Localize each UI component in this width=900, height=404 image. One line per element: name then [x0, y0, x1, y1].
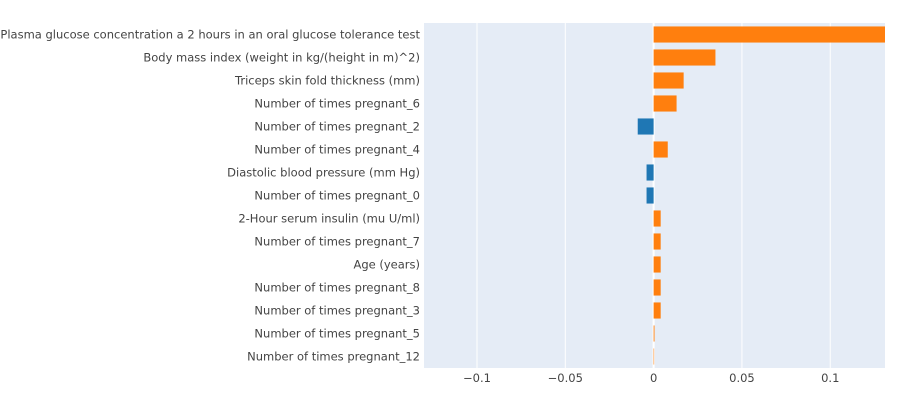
bar[interactable] — [646, 187, 654, 204]
y-tick-label: Number of times pregnant_2 — [254, 120, 420, 134]
y-tick-label: Number of times pregnant_4 — [254, 143, 420, 157]
y-tick-label: Number of times pregnant_7 — [254, 235, 420, 249]
x-tick-label: 0 — [650, 371, 657, 385]
bar[interactable] — [653, 233, 661, 250]
bar[interactable] — [653, 279, 661, 296]
y-tick-label: Number of times pregnant_5 — [254, 327, 420, 341]
y-tick-label: Number of times pregnant_6 — [254, 97, 420, 111]
y-tick-label: Number of times pregnant_8 — [254, 281, 420, 295]
x-axis-ticks: −0.1 −0.05 0 0.05 0.1 — [463, 371, 839, 385]
bar[interactable] — [653, 72, 684, 89]
x-tick-label: 0.1 — [821, 371, 839, 385]
bar[interactable] — [653, 256, 661, 273]
x-tick-label: 0.05 — [729, 371, 755, 385]
bar[interactable] — [653, 302, 661, 319]
bar[interactable] — [637, 118, 654, 135]
y-tick-label: Number of times pregnant_12 — [247, 350, 420, 364]
bar[interactable] — [646, 164, 654, 181]
y-tick-label: Body mass index (weight in kg/(height in… — [143, 51, 420, 65]
y-tick-label: Number of times pregnant_3 — [254, 304, 420, 318]
y-axis-labels: Plasma glucose concentration a 2 hours i… — [0, 28, 420, 364]
y-tick-label: Triceps skin fold thickness (mm) — [234, 74, 420, 88]
bar[interactable] — [653, 325, 655, 342]
bar[interactable] — [653, 49, 716, 66]
bar[interactable] — [653, 348, 655, 365]
bar[interactable] — [653, 210, 661, 227]
bar[interactable] — [653, 26, 885, 43]
bar[interactable] — [653, 95, 677, 112]
x-tick-label: −0.1 — [463, 371, 491, 385]
y-tick-label: 2-Hour serum insulin (mu U/ml) — [238, 212, 420, 226]
y-tick-label: Age (years) — [353, 258, 420, 272]
y-tick-label: Number of times pregnant_0 — [254, 189, 420, 203]
bar-layer — [637, 26, 885, 365]
x-tick-label: −0.05 — [548, 371, 583, 385]
y-tick-label: Diastolic blood pressure (mm Hg) — [227, 166, 420, 180]
bar[interactable] — [653, 141, 668, 158]
y-tick-label: Plasma glucose concentration a 2 hours i… — [0, 28, 420, 42]
